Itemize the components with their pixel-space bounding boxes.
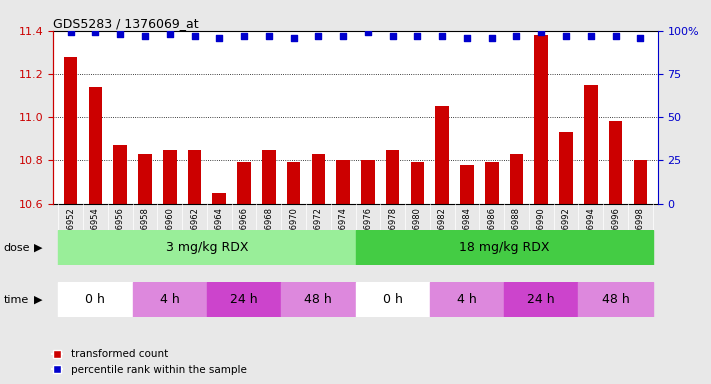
Bar (281, 282, 356, 317)
Text: ▶: ▶ (34, 243, 43, 253)
Point (362, 30, 373, 36)
Text: GSM306966: GSM306966 (240, 207, 249, 258)
Text: GSM306952: GSM306952 (66, 207, 75, 258)
Point (90, 30, 101, 36)
Text: GSM306990: GSM306990 (537, 207, 546, 258)
Bar (58, 282, 132, 317)
Point (437, 33, 448, 39)
Bar (560, 132, 573, 204)
Text: GSM306958: GSM306958 (141, 207, 149, 258)
Bar (113, 145, 127, 204)
Point (313, 33, 324, 39)
Text: 4 h: 4 h (457, 293, 477, 306)
Bar (132, 282, 207, 317)
Bar (435, 106, 449, 204)
Point (65, 30, 76, 36)
Point (288, 35, 299, 41)
Bar (510, 154, 523, 204)
Bar (584, 85, 598, 204)
Text: GSM306974: GSM306974 (338, 207, 348, 258)
Text: GSM306962: GSM306962 (190, 207, 199, 258)
Bar (58, 230, 356, 265)
Point (610, 33, 621, 39)
Text: GSM306956: GSM306956 (116, 207, 124, 258)
Bar (504, 282, 579, 317)
Bar (579, 282, 653, 317)
Text: 48 h: 48 h (602, 293, 629, 306)
Bar (411, 162, 424, 204)
Text: GSM306984: GSM306984 (462, 207, 471, 258)
Text: 18 mg/kg RDX: 18 mg/kg RDX (459, 241, 550, 254)
Text: GSM306954: GSM306954 (91, 207, 100, 258)
Text: dose: dose (4, 243, 30, 253)
Point (114, 31, 126, 37)
Point (387, 33, 398, 39)
Text: GSM306978: GSM306978 (388, 207, 397, 258)
Point (238, 33, 250, 39)
Text: GSM306994: GSM306994 (587, 207, 595, 258)
Text: GSM306970: GSM306970 (289, 207, 298, 258)
Point (510, 33, 522, 39)
Point (585, 33, 597, 39)
Text: GSM306996: GSM306996 (611, 207, 620, 258)
Bar (64, 57, 77, 204)
Text: ▶: ▶ (34, 295, 43, 305)
Bar (262, 149, 276, 204)
Bar (361, 160, 375, 204)
Point (560, 33, 572, 39)
Text: GSM306980: GSM306980 (413, 207, 422, 258)
Bar (460, 165, 474, 204)
Bar (188, 149, 201, 204)
Bar (163, 149, 176, 204)
Point (213, 35, 225, 41)
Bar (213, 193, 226, 204)
Bar (207, 282, 281, 317)
Bar (89, 87, 102, 204)
Point (486, 35, 498, 41)
Text: GSM306972: GSM306972 (314, 207, 323, 258)
Bar (386, 149, 400, 204)
Text: 24 h: 24 h (230, 293, 258, 306)
Point (338, 33, 349, 39)
Text: GSM306964: GSM306964 (215, 207, 224, 258)
Bar (430, 282, 504, 317)
Text: 4 h: 4 h (160, 293, 180, 306)
Bar (311, 154, 325, 204)
Point (461, 35, 473, 41)
Point (164, 31, 176, 37)
Text: 0 h: 0 h (383, 293, 402, 306)
Bar (237, 162, 251, 204)
Point (139, 33, 151, 39)
Text: GSM306982: GSM306982 (438, 207, 447, 258)
Text: GSM306960: GSM306960 (165, 207, 174, 258)
Text: 3 mg/kg RDX: 3 mg/kg RDX (166, 241, 248, 254)
Bar (356, 230, 653, 265)
Text: GSM306988: GSM306988 (512, 207, 521, 258)
Point (189, 33, 201, 39)
Point (635, 35, 646, 41)
Text: time: time (4, 295, 29, 305)
Text: GSM306986: GSM306986 (487, 207, 496, 258)
Text: GDS5283 / 1376069_at: GDS5283 / 1376069_at (53, 17, 199, 30)
Text: 24 h: 24 h (528, 293, 555, 306)
Text: 48 h: 48 h (304, 293, 332, 306)
Bar (138, 154, 151, 204)
Bar (485, 162, 498, 204)
Text: GSM306968: GSM306968 (264, 207, 273, 258)
Bar (336, 160, 350, 204)
Bar (356, 282, 430, 317)
Text: GSM306998: GSM306998 (636, 207, 645, 258)
Bar (609, 121, 622, 204)
Bar (287, 162, 300, 204)
Bar (634, 160, 647, 204)
Legend: transformed count, percentile rank within the sample: transformed count, percentile rank withi… (48, 345, 251, 379)
Bar (535, 35, 548, 204)
Text: 0 h: 0 h (85, 293, 105, 306)
Point (263, 33, 274, 39)
Text: GSM306992: GSM306992 (562, 207, 570, 258)
Text: GSM306976: GSM306976 (363, 207, 373, 258)
Point (412, 33, 423, 39)
Point (535, 30, 547, 36)
